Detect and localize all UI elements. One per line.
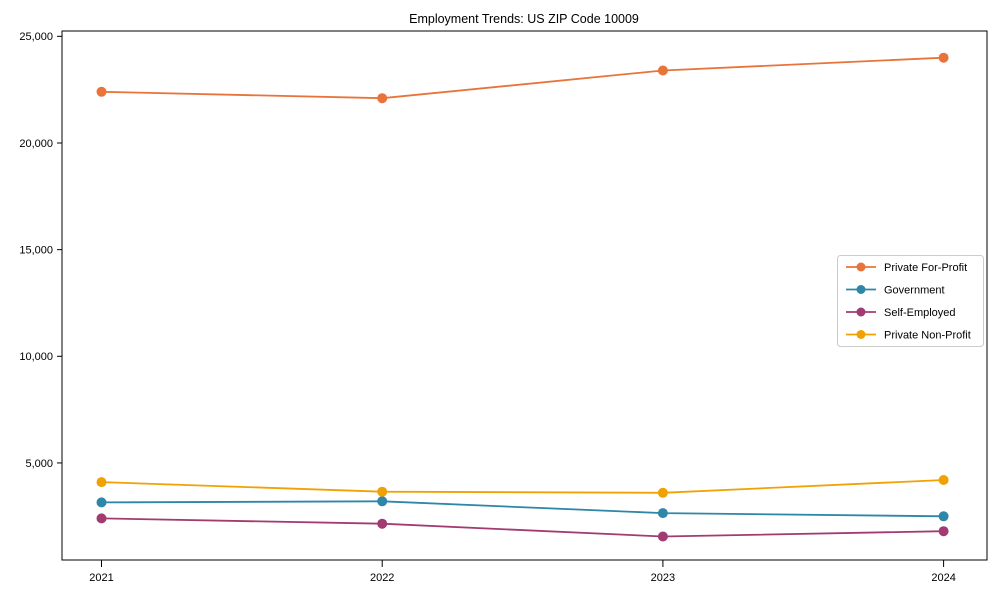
series-marker-private-non-profit	[938, 475, 949, 485]
series-line-private-non-profit	[101, 479, 944, 494]
legend-entry-label: Private For-Profit	[884, 262, 967, 274]
series-marker-government	[657, 508, 668, 519]
series-marker-government	[377, 496, 388, 507]
legend-entry-label: Government	[884, 284, 945, 296]
x-axis-tick-label: 2024	[931, 572, 955, 584]
series-marker-government	[96, 497, 107, 508]
series-marker-private-non-profit	[96, 477, 107, 488]
chart-title: Employment Trends: US ZIP Code 10009	[409, 12, 639, 26]
legend-entry-label: Private Non-Profit	[884, 329, 971, 341]
y-axis-tick-label: 25,000	[19, 31, 53, 43]
x-axis-tick-label: 2022	[370, 572, 394, 584]
series-line-private-for-profit	[101, 56, 944, 100]
y-axis-tick-label: 20,000	[19, 138, 53, 150]
legend-marker-swatch	[856, 285, 866, 294]
legend-entry-label: Self-Employed	[884, 307, 956, 319]
legend: Private For-Profit Government Self-Employe…	[837, 255, 984, 347]
series-marker-self-employed	[938, 526, 949, 537]
series-marker-government	[938, 511, 949, 522]
y-axis-tick-label: 15,000	[19, 244, 53, 256]
series-marker-private-for-profit	[657, 65, 668, 76]
legend-entry-private-for-profit: Private For-Profit	[846, 262, 967, 274]
legend-marker-swatch	[856, 262, 866, 272]
legend-box	[837, 255, 984, 347]
x-axis-tick-label: 2023	[651, 572, 675, 584]
y-axis-tick-label: 5,000	[25, 458, 53, 470]
series-marker-self-employed	[657, 531, 668, 542]
axes-frame	[61, 30, 988, 561]
legend-marker-swatch	[856, 330, 866, 339]
plot-area: 5,000 10,000 15,000 20,000 25,000 2021 2022 202…	[19, 30, 988, 584]
series-marker-private-for-profit	[377, 93, 388, 104]
legend-entry-government: Government	[846, 284, 945, 296]
series-marker-private-for-profit	[938, 52, 949, 63]
series-line-self-employed	[101, 517, 944, 538]
series-marker-self-employed	[377, 518, 388, 529]
series-marker-private-non-profit	[377, 486, 388, 497]
legend-entry-private-non-profit: Private Non-Profit	[846, 329, 971, 341]
y-axis-tick-label: 10,000	[19, 351, 53, 363]
series-line-government	[101, 500, 944, 518]
legend-marker-swatch	[856, 307, 866, 317]
x-axis-tick-label: 2021	[89, 572, 113, 584]
series-marker-private-for-profit	[96, 86, 107, 97]
legend-entry-self-employed: Self-Employed	[846, 307, 956, 319]
series-marker-private-non-profit	[657, 487, 668, 498]
series-marker-self-employed	[96, 513, 107, 524]
